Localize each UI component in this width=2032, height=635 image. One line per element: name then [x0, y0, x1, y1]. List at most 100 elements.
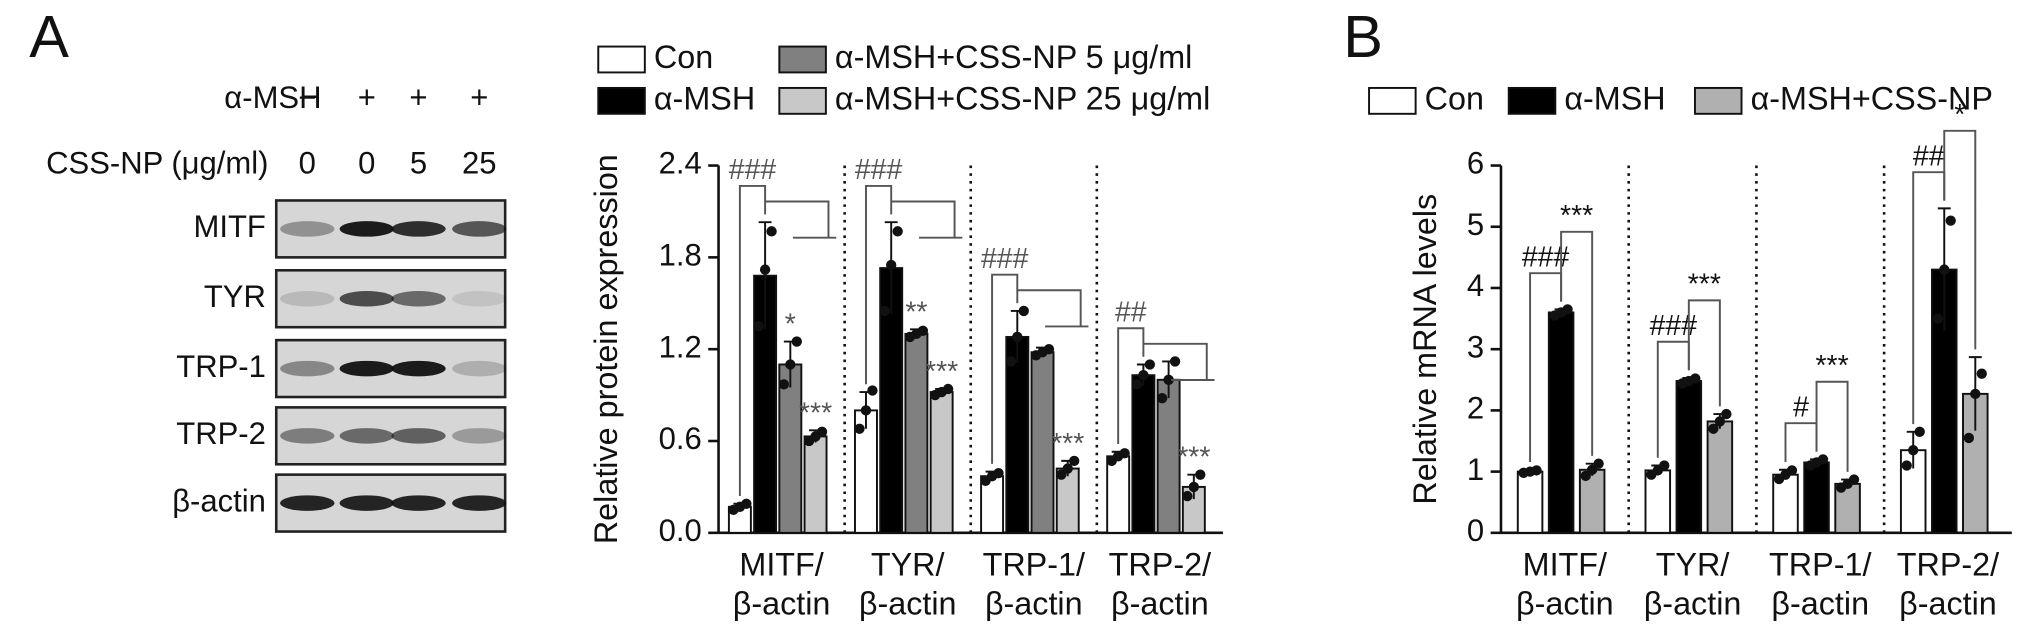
- bracket: [1143, 342, 1215, 381]
- bracket: [1943, 129, 1977, 350]
- band: [452, 360, 507, 377]
- significance-label: ***: [1051, 428, 1084, 460]
- bar: [1772, 473, 1799, 534]
- significance-label: ###: [855, 154, 903, 186]
- band: [452, 428, 507, 444]
- data-point: [1714, 416, 1726, 427]
- legend-swatch: [1368, 86, 1417, 115]
- bar: [1706, 420, 1734, 534]
- significance-label: ***: [925, 356, 958, 388]
- legend-swatch: [1694, 86, 1743, 115]
- data-point: [753, 321, 764, 332]
- band: [391, 495, 446, 511]
- y-tick-label: 0.0: [659, 513, 702, 548]
- protein-label: TRP-1: [176, 349, 266, 384]
- bracket: [1784, 422, 1818, 463]
- data-point: [854, 423, 865, 434]
- data-point: [1708, 423, 1719, 434]
- band: [339, 221, 394, 237]
- x-tick-label: TYR/β-actin: [859, 546, 957, 621]
- protein-label: β-actin: [172, 483, 266, 518]
- band: [452, 495, 507, 511]
- data-point: [942, 383, 954, 395]
- data-point: [816, 426, 828, 437]
- y-tick-label: 0.6: [659, 421, 702, 456]
- legend-swatch: [778, 86, 827, 115]
- bar: [1547, 311, 1575, 534]
- bracket: [1017, 289, 1089, 328]
- legend-label: α-MSH+CSS-NP 25 μg/ml: [835, 80, 1210, 116]
- data-point: [1018, 305, 1029, 317]
- legend-label: α-MSH: [1564, 80, 1665, 116]
- data-point: [1721, 408, 1732, 420]
- data-point: [1939, 264, 1950, 275]
- data-point: [741, 498, 752, 509]
- y-axis-label: Relative mRNA levels: [1407, 194, 1443, 505]
- y-tick-label: 1: [1467, 452, 1484, 487]
- band: [280, 221, 335, 237]
- error-bar: [758, 221, 772, 330]
- band: [339, 428, 394, 444]
- treatment-value: +: [470, 80, 488, 115]
- bracket: [1687, 299, 1721, 407]
- significance-label: ##: [1115, 297, 1147, 329]
- treatment-value: 25: [462, 146, 497, 181]
- significance-label: #: [1793, 391, 1809, 423]
- y-tick-label: 4: [1467, 268, 1484, 303]
- bar: [1803, 461, 1830, 534]
- significance-label: **: [905, 296, 927, 328]
- data-point: [1963, 432, 1974, 444]
- y-tick-label: 1.8: [659, 238, 702, 273]
- x-tick-label: TRP-2/β-actin: [1109, 546, 1211, 621]
- bar: [1106, 455, 1131, 534]
- data-point: [1562, 304, 1573, 315]
- bar: [1962, 392, 1989, 534]
- significance-label: ***: [1688, 269, 1721, 301]
- panel-label: B: [1343, 3, 1383, 70]
- significance-label: ***: [1815, 350, 1848, 382]
- data-point: [778, 379, 790, 390]
- bar: [803, 435, 828, 534]
- significance-label: ***: [1177, 442, 1210, 474]
- data-point: [1119, 448, 1130, 459]
- treatment-value: 0: [358, 146, 375, 181]
- data-point: [1580, 470, 1591, 482]
- data-point: [1586, 464, 1598, 475]
- bar: [1644, 469, 1672, 534]
- treatment-value: 5: [410, 146, 427, 181]
- data-point: [993, 467, 1004, 479]
- band: [339, 495, 394, 511]
- y-tick-label: 6: [1467, 146, 1484, 181]
- band: [280, 495, 335, 511]
- y-tick-label: 3: [1467, 329, 1484, 364]
- data-point: [1144, 359, 1156, 370]
- data-point: [1848, 474, 1860, 485]
- data-point: [1690, 373, 1701, 384]
- data-point: [1531, 465, 1542, 476]
- significance-label: ##: [1913, 140, 1945, 172]
- data-point: [917, 325, 929, 336]
- y-tick-label: 2.4: [659, 146, 702, 181]
- bracket: [1815, 380, 1849, 472]
- bracket: [1560, 230, 1594, 456]
- legend-label: α-MSH+CSS-NP 5 μg/ml: [835, 39, 1192, 75]
- data-point: [1593, 458, 1604, 469]
- y-tick-label: 5: [1467, 207, 1484, 242]
- band: [280, 428, 335, 444]
- significance-label: ###: [1650, 310, 1698, 342]
- legend-label: α-MSH: [654, 80, 755, 116]
- bar: [1131, 374, 1156, 534]
- data-point: [879, 305, 890, 317]
- treatment-label: CSS-NP (μg/ml): [46, 146, 268, 181]
- band: [391, 221, 446, 237]
- data-point: [1062, 463, 1073, 474]
- data-point: [1005, 356, 1016, 367]
- band: [280, 290, 335, 307]
- data-point: [1043, 344, 1055, 355]
- band: [452, 290, 507, 307]
- data-point: [892, 226, 903, 237]
- data-point: [1901, 460, 1912, 471]
- treatment-value: +: [358, 80, 376, 115]
- bracket: [765, 200, 837, 239]
- data-point: [759, 264, 771, 275]
